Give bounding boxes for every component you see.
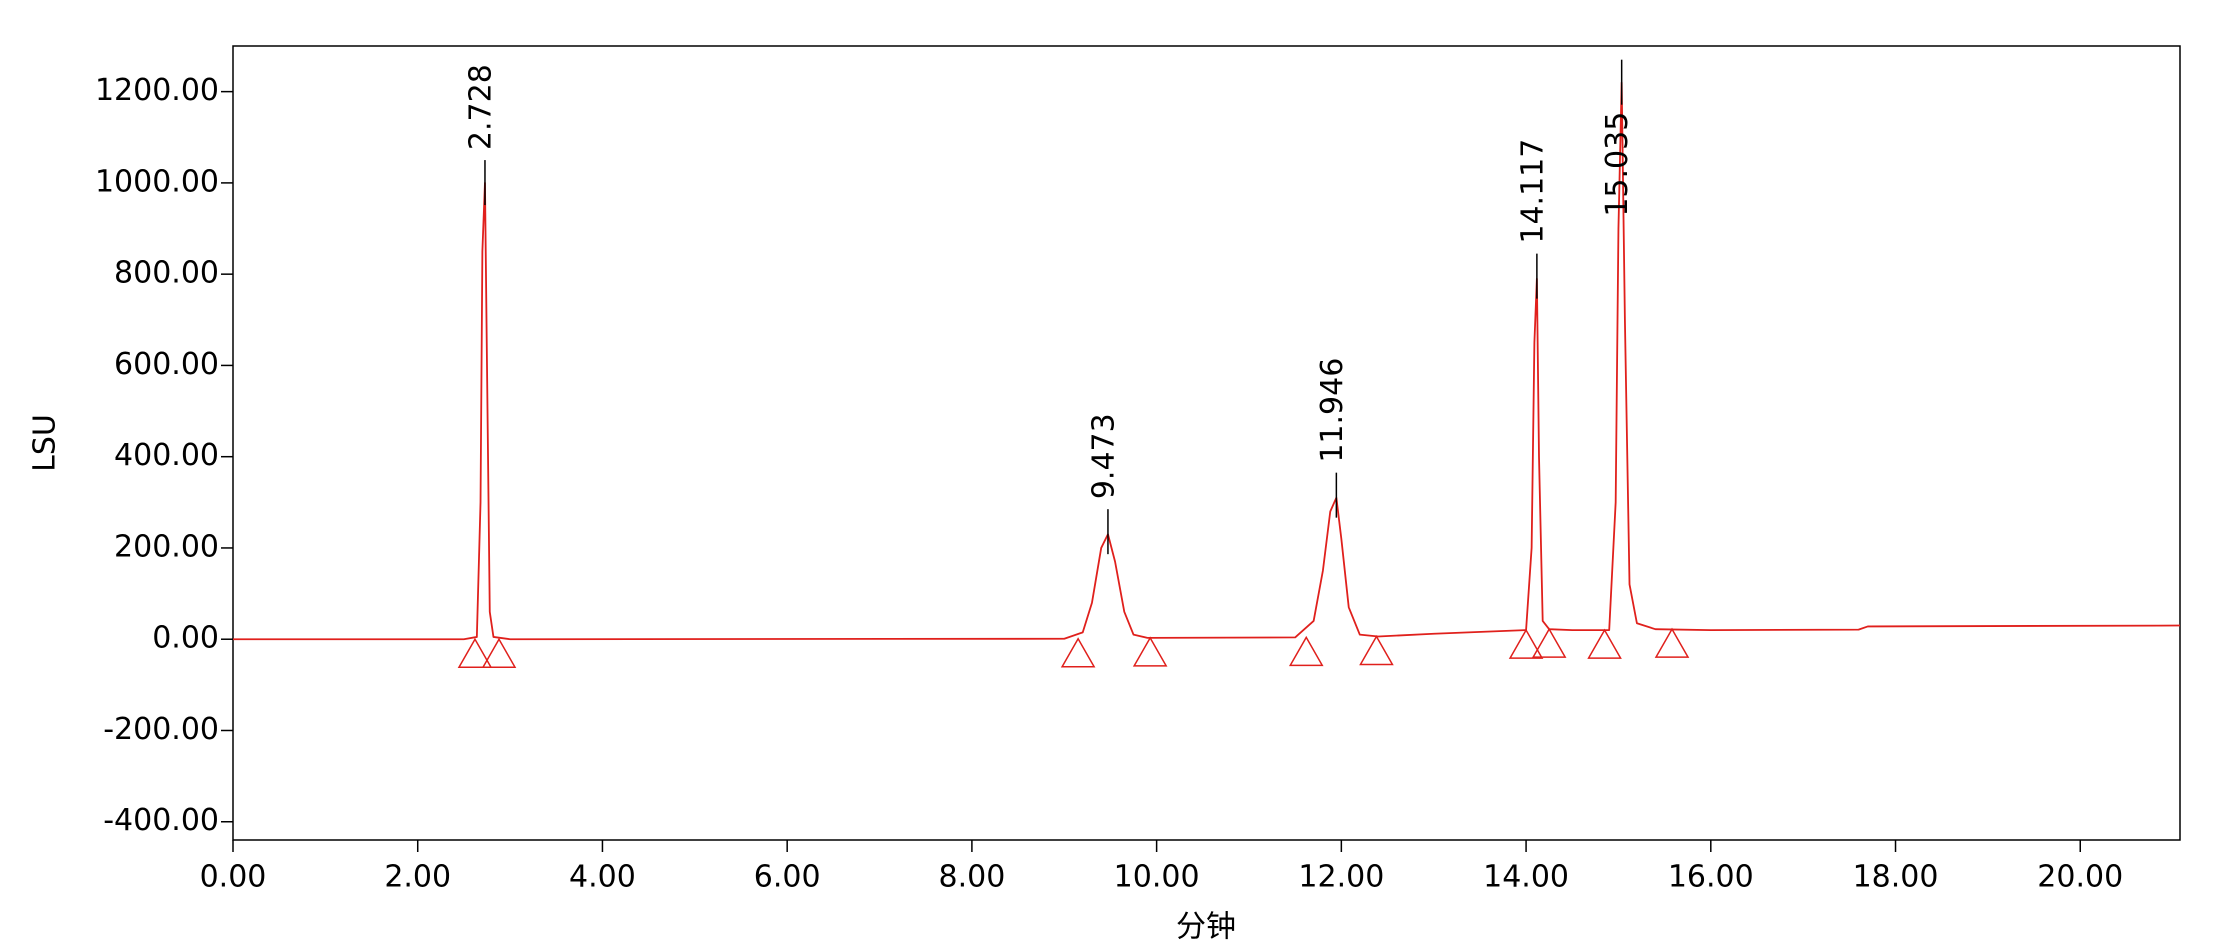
x-tick-label: 4.00 bbox=[569, 860, 636, 895]
y-tick-label: -200.00 bbox=[103, 712, 219, 747]
baseline-marker bbox=[1060, 637, 1096, 668]
y-tick-label: 1000.00 bbox=[95, 164, 219, 199]
peak-label: 11.946 bbox=[1315, 358, 1350, 463]
y-tick-label: 400.00 bbox=[114, 438, 219, 473]
peak-label: 9.473 bbox=[1086, 413, 1121, 499]
x-tick-label: 12.00 bbox=[1298, 860, 1384, 895]
baseline-marker bbox=[1508, 628, 1544, 659]
y-tick-label: 600.00 bbox=[114, 347, 219, 382]
peak-label: 2.728 bbox=[463, 64, 498, 150]
baseline-marker bbox=[1531, 627, 1567, 658]
baseline-marker bbox=[481, 637, 517, 668]
baseline-marker bbox=[457, 637, 493, 668]
trace bbox=[233, 81, 2181, 641]
x-tick-label: 2.00 bbox=[384, 860, 451, 895]
y-axis-label: LSU bbox=[28, 414, 63, 472]
x-tick-label: 10.00 bbox=[1114, 860, 1200, 895]
baseline-marker bbox=[1288, 635, 1324, 667]
peak-label: 15.035 bbox=[1600, 112, 1635, 217]
x-tick-label: 0.00 bbox=[200, 860, 267, 895]
x-tick-label: 16.00 bbox=[1668, 860, 1754, 895]
y-tick-label: 1200.00 bbox=[95, 73, 219, 108]
y-tick-label: 800.00 bbox=[114, 256, 219, 291]
x-axis-label: 分钟 bbox=[1176, 910, 1236, 945]
y-tick-label: -400.00 bbox=[103, 803, 219, 838]
y-tick-label: 0.00 bbox=[152, 621, 219, 656]
peak-label: 14.117 bbox=[1515, 139, 1550, 244]
plot-frame bbox=[232, 45, 2181, 841]
baseline-marker bbox=[1359, 634, 1394, 666]
x-tick-label: 8.00 bbox=[939, 860, 1006, 895]
x-tick-label: 20.00 bbox=[2037, 860, 2123, 895]
baseline-marker bbox=[1654, 627, 1690, 658]
x-tick-label: 18.00 bbox=[1853, 860, 1939, 895]
x-tick-label: 14.00 bbox=[1483, 860, 1569, 895]
y-tick-label: 200.00 bbox=[114, 529, 219, 564]
baseline-marker bbox=[1587, 628, 1622, 659]
x-tick-label: 6.00 bbox=[754, 860, 821, 895]
baseline-marker bbox=[1132, 636, 1168, 667]
